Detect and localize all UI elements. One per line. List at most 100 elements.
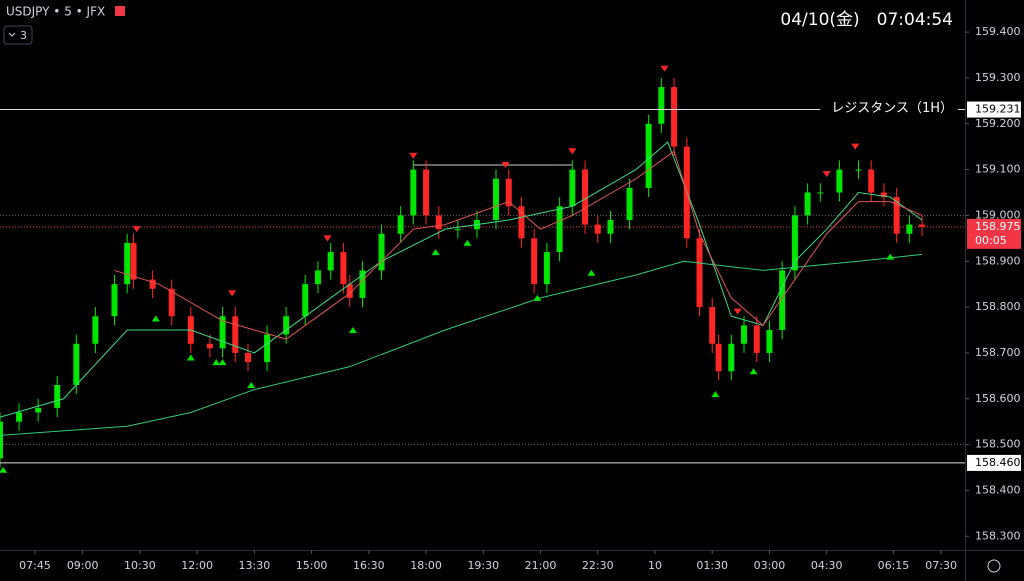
candle-body [340,252,347,285]
y-tick-label: 158.300 [975,529,1021,542]
y-tick-label: 158.400 [975,483,1021,496]
x-tick-label: 06:15 [878,559,910,572]
candle-body [836,169,843,193]
candle-body [696,238,703,308]
x-tick-label: 16:30 [353,559,385,572]
candle-body [715,343,722,372]
sell-signal [822,171,831,178]
sell-signal [323,235,332,242]
candle-body [35,407,42,413]
candle-body [302,284,309,317]
buy-signal [186,354,195,361]
candle-body [671,87,678,147]
symbol-title: USDJPY • 5 • JFX [6,5,105,19]
x-tick-label: 13:30 [239,559,271,572]
candle-body [582,169,589,225]
y-tick-label: 159.000 [975,208,1021,221]
sell-signal [228,290,237,297]
sell-signal [660,65,669,72]
candle-body [397,215,404,234]
x-tick-label: 15:00 [296,559,328,572]
sell-signal [733,308,742,315]
x-tick-label: 22:30 [582,559,614,572]
candle-body [0,421,3,459]
y-tick-label: 159.200 [975,117,1021,130]
candle-body [327,252,334,271]
x-tick-label: 07:45 [19,559,51,572]
y-tick-label: 159.400 [975,25,1021,38]
candle-body [741,325,748,344]
candle-body [919,224,926,227]
candle-body [245,352,252,363]
candle-body [346,284,353,298]
candle-body [378,233,385,271]
candle-body [219,316,226,349]
buy-signal [749,368,758,375]
candle-body [454,229,461,231]
candle-body [556,206,563,253]
candle-body [791,215,798,271]
x-tick-label: 18:00 [410,559,442,572]
x-tick-label: 21:00 [525,559,557,572]
buy-signal [212,359,221,366]
candle-body [594,224,601,234]
y-tick-label: 158.900 [975,254,1021,267]
sell-signal [501,162,510,168]
buy-signal [711,391,720,398]
candle-body [264,334,271,363]
x-tick-label: 01:30 [696,559,728,572]
candle-body [92,316,99,344]
level-label: 158.460 [975,456,1021,469]
indicator-toggle[interactable] [3,25,33,45]
countdown-label: 00:05 [975,234,1007,247]
candle-body [906,224,913,234]
candle-body [283,316,290,335]
sell-signal [409,152,418,159]
candle-body [868,169,875,193]
x-tick-label: 04:30 [811,559,843,572]
candle-body [73,343,80,385]
flag-icon[interactable] [115,6,125,16]
candle-body [658,87,665,124]
y-tick-label: 159.100 [975,163,1021,176]
level-tag [967,454,1021,471]
buy-signal [463,239,472,246]
y-tick-label: 158.600 [975,392,1021,405]
y-tick-label: 158.700 [975,346,1021,359]
buy-signal [886,253,895,260]
last-price-tag [967,218,1021,249]
candle-body [543,252,550,285]
buy-signal [431,249,440,256]
candle-body [645,123,652,188]
candle-body [804,192,811,216]
x-tick-label: 03:00 [754,559,786,572]
y-tick-label: 159.300 [975,71,1021,84]
candle-body [880,192,887,198]
candle-body [569,169,576,207]
buy-signal [218,359,227,366]
candle-body [423,169,430,216]
level-label: 159.231 [975,103,1021,116]
candle-body [314,270,321,285]
settings-button[interactable] [987,559,1001,573]
candle-body [766,330,773,353]
buy-signal [247,382,256,388]
sell-signal [851,143,860,150]
x-tick-label: 09:00 [67,559,99,572]
buy-signal [348,327,357,333]
candle-body [16,412,23,422]
candle-body [531,238,538,285]
sell-signal [568,148,577,155]
y-tick-label: 158.500 [975,438,1021,451]
candle-body [435,215,442,230]
moving-average [114,150,923,340]
candle-body [709,307,716,344]
candle-body [607,220,614,234]
candle-body [206,343,213,349]
x-tick-label: 07:30 [925,559,957,572]
candle-body [753,325,760,353]
buy-signal [587,269,596,276]
candle-body [817,192,824,194]
candle-body [168,288,175,317]
